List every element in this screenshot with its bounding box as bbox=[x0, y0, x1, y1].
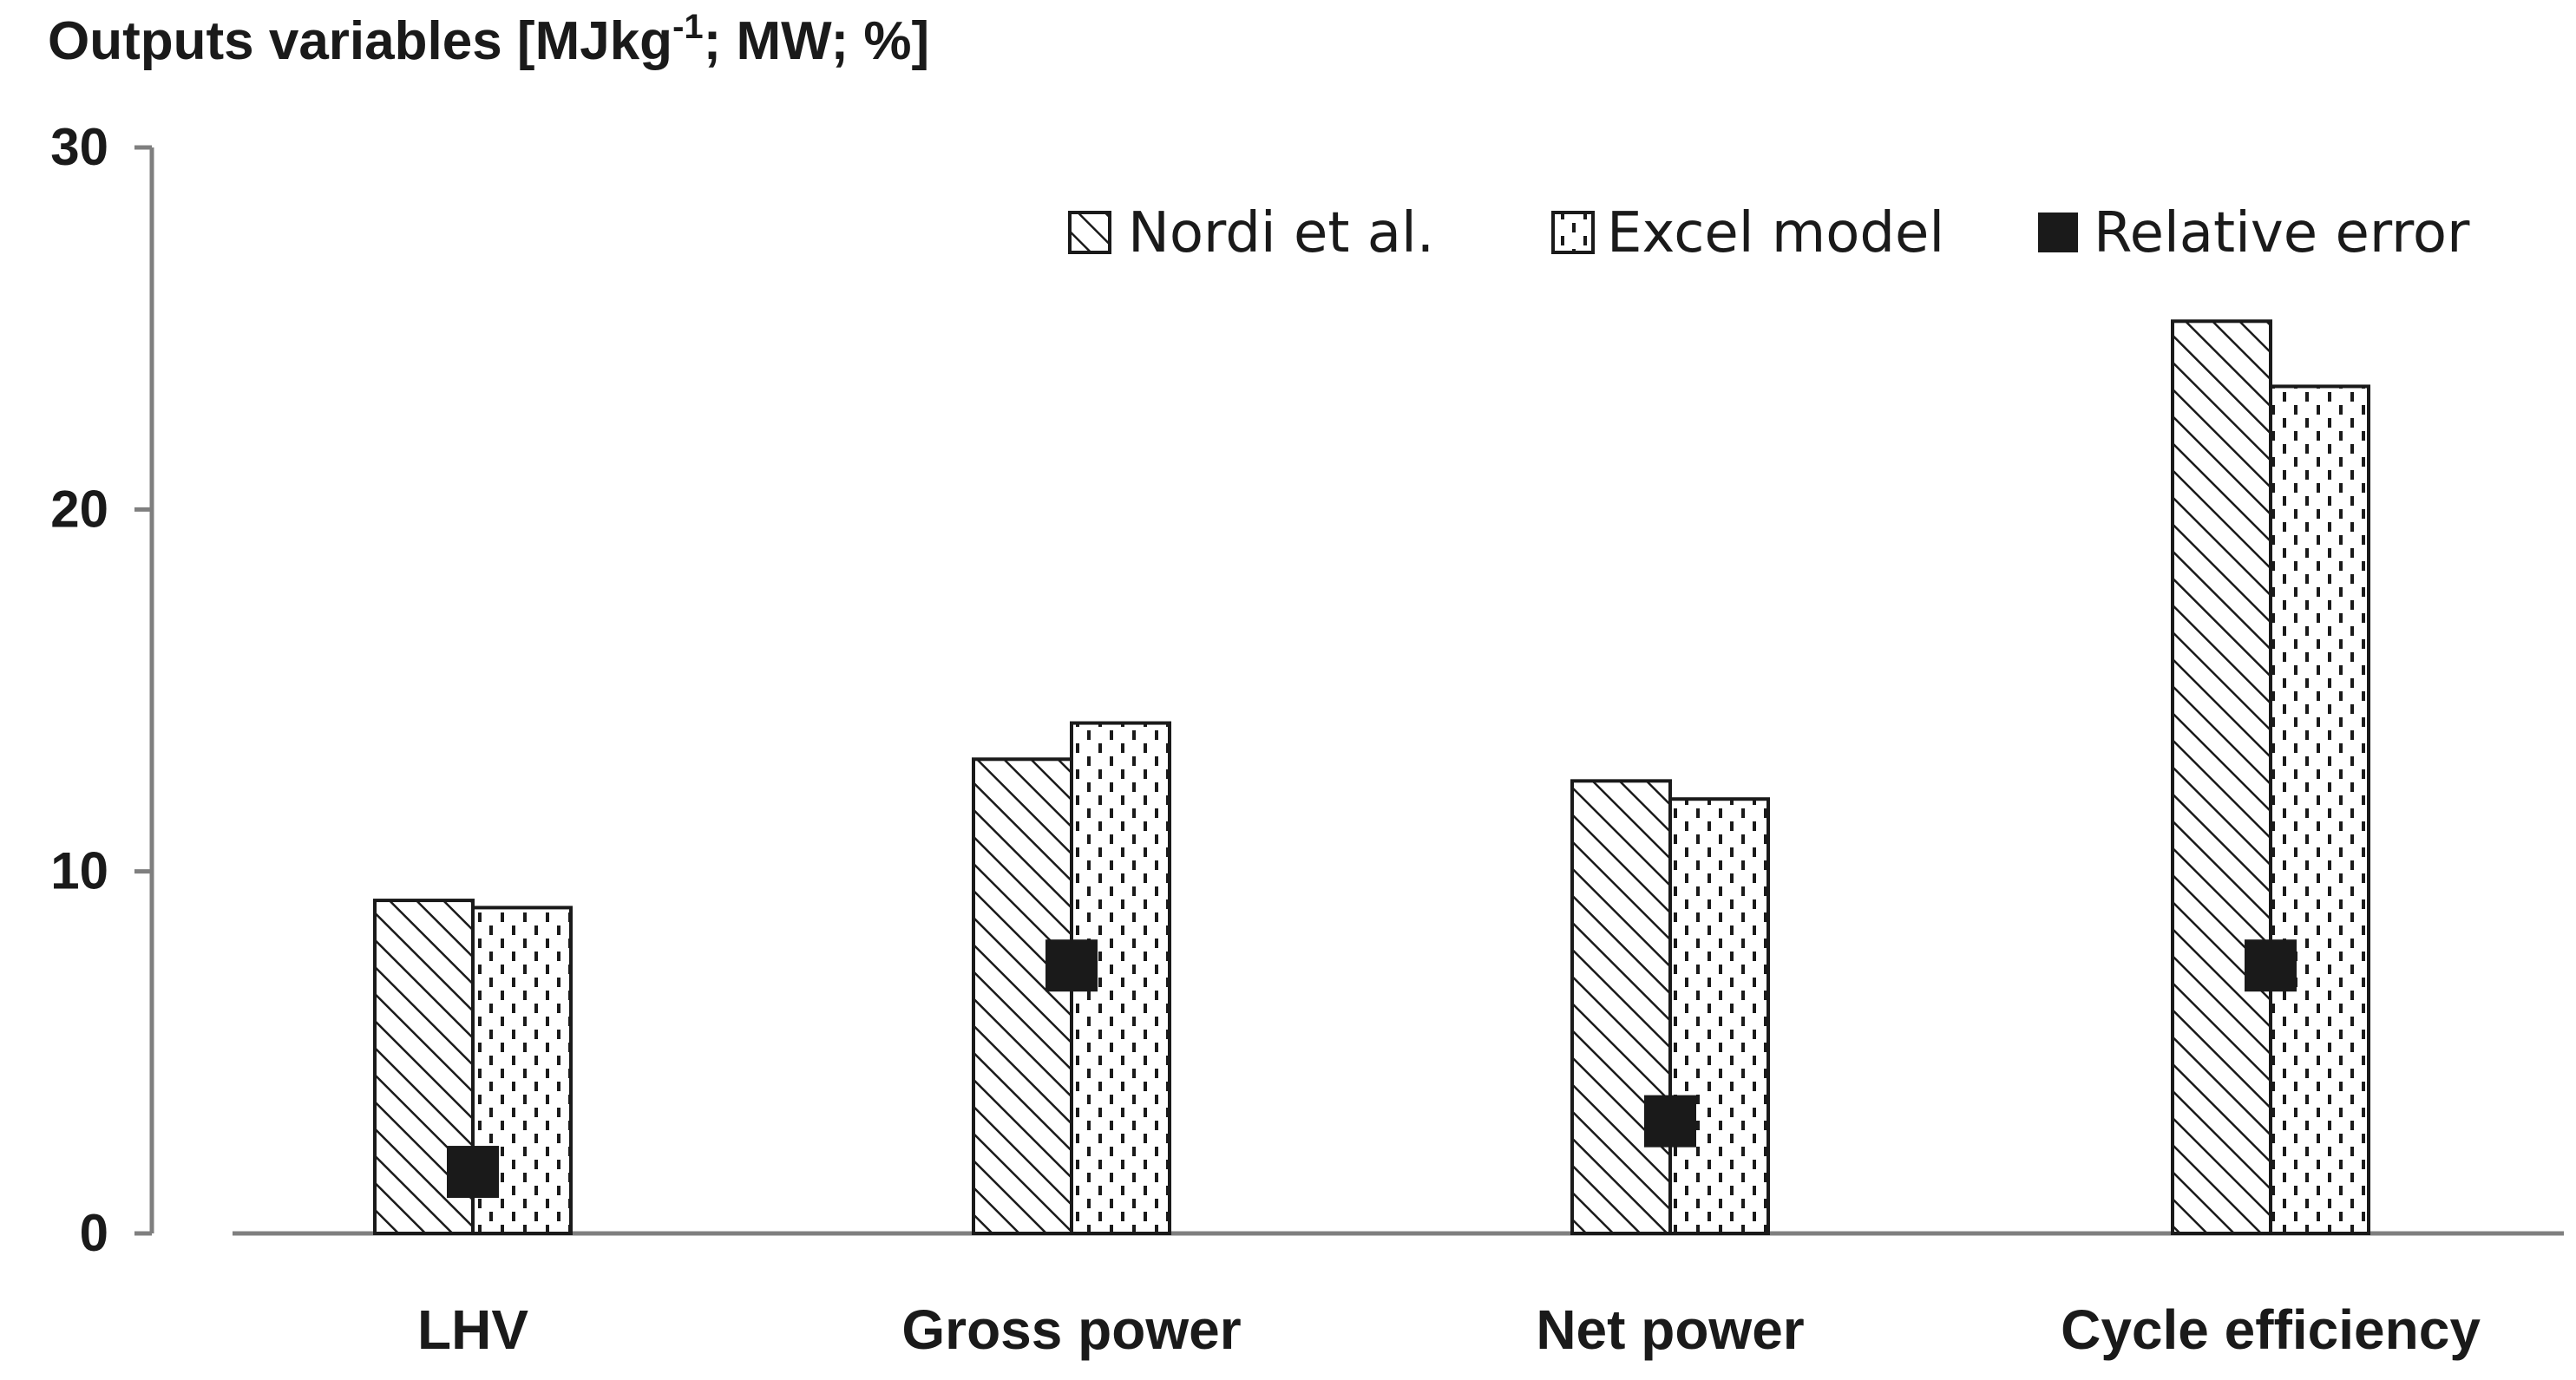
y-axis-title: Outputs variables [MJkg-1; MW; %] bbox=[48, 8, 929, 71]
legend-label-excel-model: Excel model bbox=[1607, 201, 1944, 265]
bar-excel-model-cycle-efficiency bbox=[2269, 384, 2370, 1235]
legend-swatch-nordi-et-al bbox=[1068, 211, 1111, 254]
y-tick-label: 20 bbox=[50, 480, 108, 538]
category-label: Net power bbox=[1536, 1298, 1804, 1361]
category-label: LHV bbox=[417, 1298, 528, 1361]
markers-group bbox=[447, 939, 2297, 1199]
y-tick-label: 0 bbox=[80, 1204, 108, 1262]
legend-label-relative-error: Relative error bbox=[2094, 201, 2470, 265]
legend-swatch-excel-model bbox=[1551, 211, 1595, 254]
marker-relative-error-cycle-efficiency bbox=[2245, 939, 2297, 992]
marker-relative-error-net-power bbox=[1644, 1095, 1696, 1148]
legend-label-nordi-et-al: Nordi et al. bbox=[1128, 201, 1434, 265]
category-label: Cycle efficiency bbox=[2061, 1298, 2481, 1361]
bar-nordi-et-al-cycle-efficiency bbox=[2171, 319, 2272, 1236]
bar-nordi-et-al-net-power bbox=[1570, 779, 1672, 1235]
y-tick-labels: 0 10 20 30 bbox=[50, 118, 108, 1262]
legend: Nordi et al. Excel model Relative error bbox=[1068, 201, 2470, 265]
y-tick-label: 10 bbox=[50, 842, 108, 900]
marker-relative-error-gross-power bbox=[1045, 939, 1098, 992]
y-tick-label: 30 bbox=[50, 118, 108, 176]
legend-swatch-relative-error bbox=[2038, 213, 2078, 252]
category-label: Gross power bbox=[901, 1298, 1241, 1361]
marker-relative-error-lhv bbox=[447, 1146, 499, 1199]
bar-nordi-et-al-gross-power bbox=[972, 757, 1073, 1235]
bar-excel-model-net-power bbox=[1668, 797, 1770, 1235]
bars-group bbox=[373, 319, 2370, 1236]
category-labels: LHV Gross power Net power Cycle efficiency bbox=[417, 1298, 2481, 1361]
